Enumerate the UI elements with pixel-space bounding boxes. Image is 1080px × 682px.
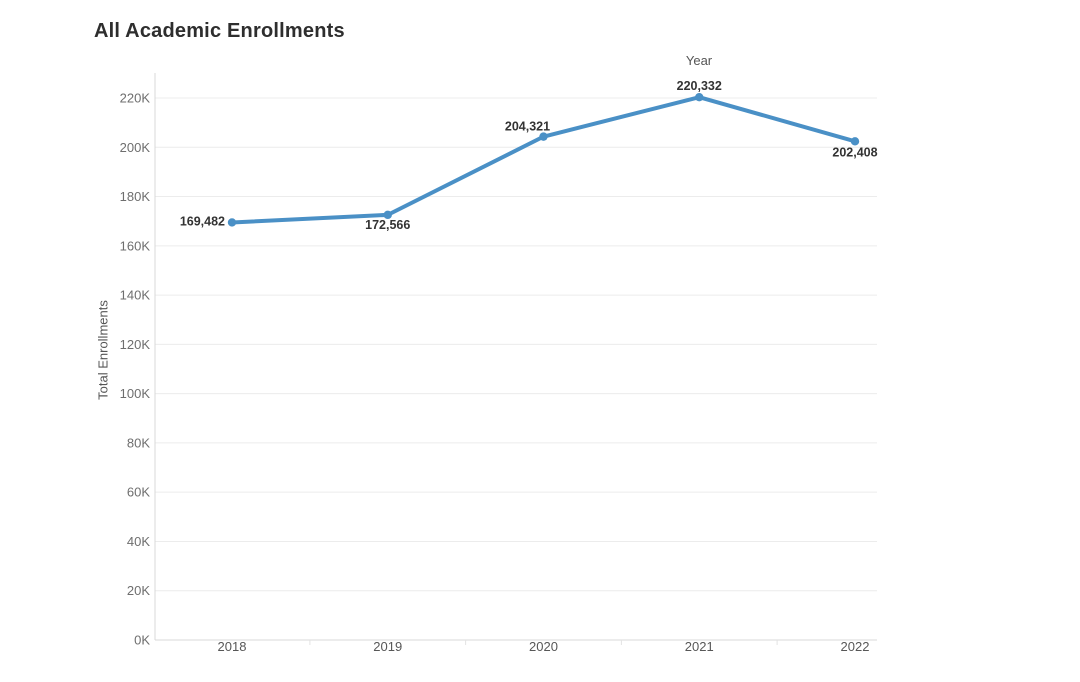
y-tick-label: 140K <box>120 288 151 303</box>
x-tick-label: 2020 <box>529 639 558 654</box>
data-point-label: 220,332 <box>677 79 722 93</box>
y-tick-label: 0K <box>134 633 150 648</box>
data-point[interactable] <box>227 218 237 227</box>
y-tick-label: 40K <box>127 534 150 549</box>
y-tick-label: 160K <box>120 238 151 253</box>
enrollment-line[interactable] <box>230 95 857 225</box>
x-axis-title: Year <box>685 53 713 68</box>
data-point[interactable] <box>539 132 548 141</box>
data-point[interactable] <box>383 210 392 220</box>
data-point[interactable] <box>850 137 860 146</box>
y-tick-label: 120K <box>120 337 151 352</box>
x-tick-label: 2019 <box>373 639 402 654</box>
chart-title: All Academic Enrollments <box>94 20 345 42</box>
y-tick-label: 200K <box>120 140 151 155</box>
data-point-label: 172,566 <box>365 218 410 232</box>
y-tick-label: 20K <box>127 583 150 598</box>
y-tick-label: 80K <box>127 435 150 450</box>
data-point[interactable] <box>695 92 704 102</box>
y-tick-label: 100K <box>120 386 151 401</box>
x-tick-label: 2022 <box>841 639 870 654</box>
y-tick-label: 180K <box>120 189 151 204</box>
x-tick-label: 2018 <box>218 639 247 654</box>
data-point-label: 169,482 <box>180 214 225 228</box>
y-tick-label: 220K <box>120 91 151 106</box>
data-point-label: 202,408 <box>832 145 877 159</box>
y-tick-label: 60K <box>127 485 150 500</box>
x-tick-label: 2021 <box>685 639 714 654</box>
data-point-label: 204,321 <box>505 120 550 134</box>
